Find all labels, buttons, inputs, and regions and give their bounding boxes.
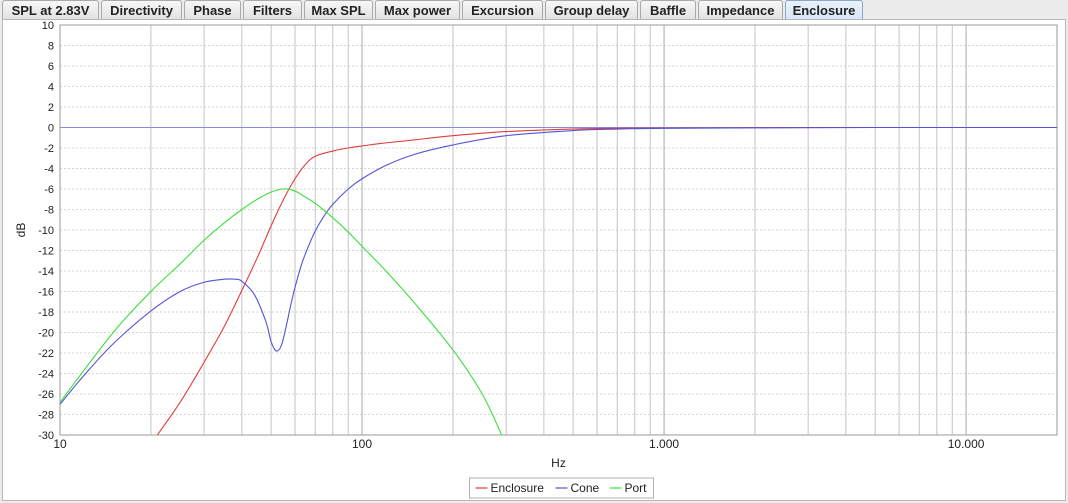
y-tick-label: -16	[38, 287, 54, 299]
y-tick-label: 8	[48, 41, 54, 53]
series-line-port	[60, 188, 503, 435]
tab-phase[interactable]: Phase	[184, 0, 241, 19]
tab-spl-at-2-83v[interactable]: SPL at 2.83V	[2, 0, 99, 19]
y-tick-label: 0	[48, 123, 54, 135]
plot-frame	[59, 24, 1058, 436]
legend-label-cone: Cone	[571, 481, 600, 495]
tab-directivity[interactable]: Directivity	[101, 0, 182, 19]
y-tick-label: -22	[38, 348, 54, 360]
legend-label-enclosure: Enclosure	[491, 481, 545, 495]
tab-bar: SPL at 2.83V Directivity Phase Filters Max S…	[0, 0, 1068, 20]
tab-baffle[interactable]: Baffle	[640, 0, 696, 19]
y-tick-label: 2	[48, 102, 54, 114]
x-tick-label: 10	[53, 437, 67, 451]
y-tick-label: -30	[38, 430, 54, 442]
enclosure-response-chart: 10 8 6 4 2 0 -2 -4 -6 -8 -10 -12 -14 -16 -18 -20 -22 -24 -…	[14, 20, 1058, 499]
y-tick-label: 6	[48, 61, 54, 73]
y-tick-label: -28	[38, 410, 54, 422]
tab-excursion[interactable]: Excursion	[462, 0, 543, 19]
x-tick-label: 100	[352, 437, 372, 451]
y-tick-label: -2	[44, 143, 54, 155]
tab-filters[interactable]: Filters	[243, 0, 302, 19]
tab-group-delay[interactable]: Group delay	[545, 0, 638, 19]
x-tick-label: 1.000	[649, 437, 679, 451]
y-tick-label: -12	[38, 246, 54, 258]
y-tick-label: -18	[38, 307, 54, 319]
plot-area	[60, 25, 1057, 435]
y-tick-label: -10	[38, 225, 54, 237]
y-axis-label: dB	[14, 223, 28, 238]
y-tick-label: -26	[38, 389, 54, 401]
y-tick-label: 10	[42, 20, 54, 32]
y-tick-label: -14	[38, 266, 54, 278]
y-tick-label: -20	[38, 328, 54, 340]
y-tick-label: -8	[44, 205, 54, 217]
tab-max-power[interactable]: Max power	[375, 0, 460, 19]
x-tick-label: 10.000	[948, 437, 985, 451]
legend-label-port: Port	[625, 481, 648, 495]
y-tick-label: -4	[44, 164, 54, 176]
tab-impedance[interactable]: Impedance	[698, 0, 783, 19]
x-axis-label: Hz	[551, 456, 566, 470]
tab-max-spl[interactable]: Max SPL	[304, 0, 373, 19]
y-tick-label: -24	[38, 369, 54, 381]
series-line-cone	[60, 126, 1057, 405]
y-tick-label: 4	[48, 82, 54, 94]
chart-panel: 10 8 6 4 2 0 -2 -4 -6 -8 -10 -12 -14 -16 -18 -20 -22 -24 -…	[2, 19, 1066, 501]
tab-enclosure[interactable]: Enclosure	[785, 0, 863, 19]
y-tick-label: -6	[44, 184, 54, 196]
